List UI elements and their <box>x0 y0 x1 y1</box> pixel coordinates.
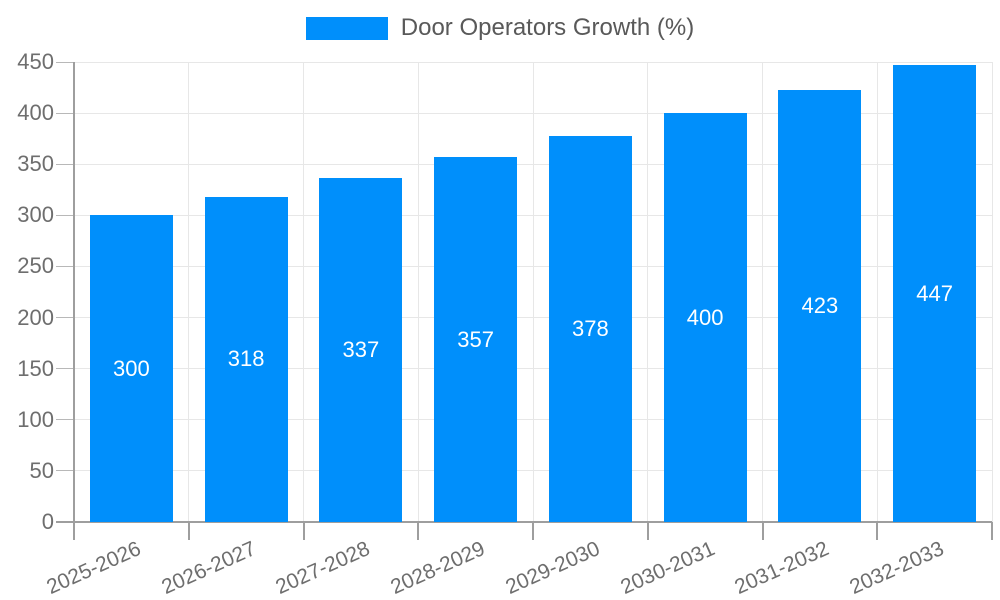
y-axis-tick <box>56 419 74 421</box>
bar[interactable]: 300 <box>89 215 173 522</box>
y-axis-line <box>73 62 75 540</box>
y-axis-tick <box>56 112 74 114</box>
x-gridline <box>188 62 190 522</box>
y-axis-tick <box>56 61 74 63</box>
y-axis-tick-label: 200 <box>17 304 54 330</box>
x-gridline <box>417 62 419 522</box>
y-axis-tick-label: 50 <box>29 457 54 483</box>
x-axis-tick <box>532 522 534 540</box>
bar-value-label: 357 <box>457 326 494 352</box>
y-axis-tick <box>56 368 74 370</box>
x-axis-tick <box>991 522 993 540</box>
y-axis-tick-label: 100 <box>17 406 54 432</box>
x-axis-tick-label: 2025-2026 <box>43 537 145 599</box>
bar-value-label: 300 <box>113 355 150 381</box>
bar[interactable]: 337 <box>319 177 403 522</box>
bar-value-label: 447 <box>916 280 953 306</box>
y-axis-tick <box>56 317 74 319</box>
legend-label: Door Operators Growth (%) <box>400 14 695 41</box>
x-axis-tick-label: 2026-2027 <box>157 537 260 599</box>
bar[interactable]: 378 <box>548 135 632 522</box>
x-axis-tick <box>761 522 764 540</box>
bar-value-label: 337 <box>342 336 380 362</box>
legend-item[interactable]: Door Operators Growth (%) <box>0 14 1000 42</box>
bar-value-label: 318 <box>227 346 265 372</box>
x-gridline <box>762 62 763 522</box>
y-axis-tick-label: 400 <box>17 100 54 126</box>
x-axis-tick <box>876 522 879 540</box>
x-axis-tick-label: 2031-2032 <box>731 537 833 599</box>
y-axis-tick-label: 300 <box>17 202 54 228</box>
bar-value-label: 378 <box>572 315 609 341</box>
x-axis-tick-label: 2032-2033 <box>846 537 948 599</box>
x-axis-tick-label: 2028-2029 <box>387 537 489 599</box>
y-axis-tick <box>56 470 74 472</box>
y-axis-tick <box>56 163 74 165</box>
x-gridline <box>876 62 878 522</box>
x-axis-tick <box>646 522 649 540</box>
y-axis-tick-label: 450 <box>17 49 54 74</box>
x-gridline <box>647 62 649 522</box>
x-axis-tick <box>417 522 420 540</box>
bar-value-label: 400 <box>686 304 724 330</box>
y-axis-tick <box>56 265 74 267</box>
bar[interactable]: 423 <box>778 89 862 522</box>
bar[interactable]: 357 <box>434 157 518 522</box>
y-axis-tick <box>56 214 74 216</box>
y-axis-tick-label: 0 <box>41 509 54 534</box>
y-axis-tick-label: 150 <box>17 355 54 381</box>
x-gridline <box>991 62 993 522</box>
y-axis-tick-label: 250 <box>17 253 54 279</box>
bar-value-label: 423 <box>801 292 839 318</box>
x-gridline <box>532 62 534 522</box>
bar[interactable]: 318 <box>204 196 288 522</box>
bar[interactable]: 447 <box>893 65 977 522</box>
x-axis-line <box>56 521 992 523</box>
bar[interactable]: 400 <box>663 113 747 522</box>
x-axis-tick <box>187 522 190 540</box>
y-axis-tick-label: 350 <box>17 151 54 177</box>
x-axis-tick-label: 2029-2030 <box>502 537 604 599</box>
x-gridline <box>303 62 304 522</box>
x-axis-tick-label: 2030-2031 <box>616 537 719 599</box>
x-axis-tick <box>302 522 305 540</box>
x-axis-tick-label: 2027-2028 <box>272 537 374 599</box>
legend-swatch-icon <box>305 16 388 40</box>
